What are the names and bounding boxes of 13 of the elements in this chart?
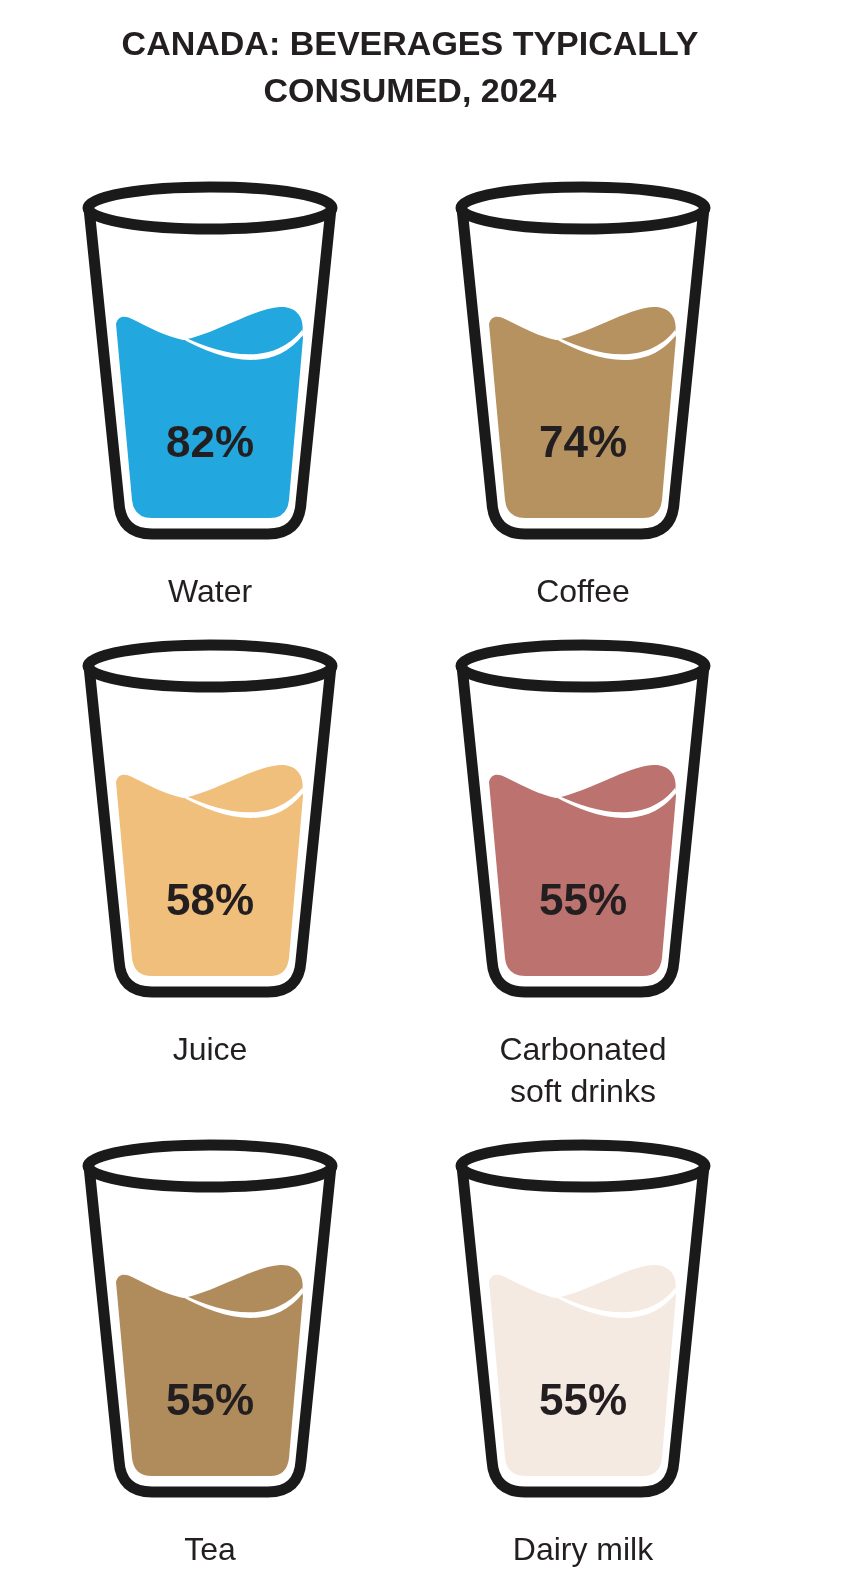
category-label: Water <box>167 573 253 609</box>
data-label: 55% <box>538 1375 628 1424</box>
data-label: 82% <box>165 417 255 466</box>
data-label: 55% <box>165 1375 255 1424</box>
category-label: Juice <box>172 1031 248 1067</box>
data-label: 58% <box>165 875 255 924</box>
category-label: Carbonated soft drinks <box>499 1031 667 1109</box>
category-label: Tea <box>184 1531 236 1567</box>
category-label: Dairy milk <box>512 1531 655 1567</box>
data-label: 55% <box>538 875 628 924</box>
data-label: 74% <box>538 417 628 466</box>
text: CANADA: BEVERAGES TYPICALLY CONSUMED, 2024 <box>121 24 699 109</box>
category-label: Coffee <box>536 573 630 609</box>
